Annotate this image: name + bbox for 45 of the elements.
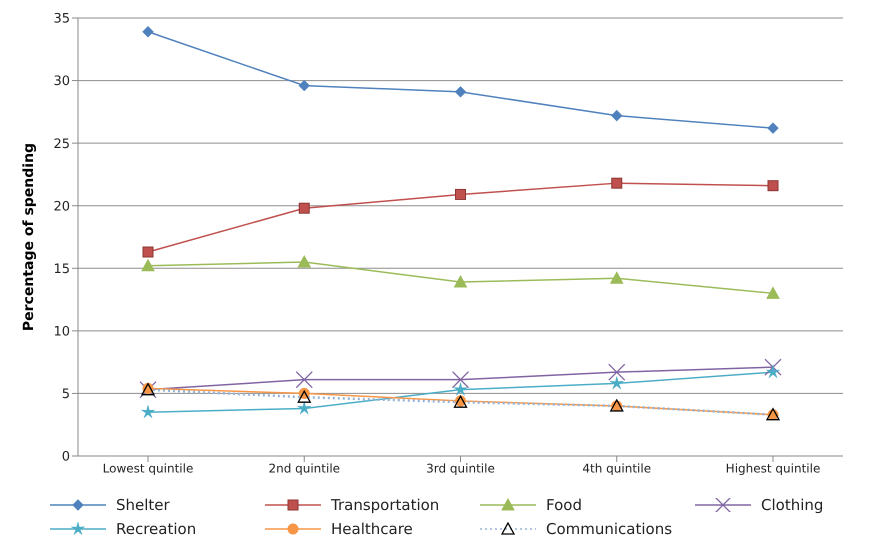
y-tick-label: 5 (62, 387, 70, 402)
y-tick-label: 30 (53, 74, 70, 90)
legend-label: Shelter (116, 496, 170, 514)
y-tick-label: 10 (53, 324, 70, 340)
legend-label: Food (546, 496, 582, 514)
y-tick-label: 15 (53, 262, 70, 277)
x-tick-label: 2nd quintile (268, 462, 340, 476)
point (768, 122, 778, 134)
point (766, 286, 780, 299)
point (608, 364, 626, 381)
point (764, 358, 782, 376)
legend-label: Transportation (331, 496, 440, 514)
point (297, 401, 312, 414)
point (454, 276, 467, 288)
legend-label: Communications (546, 520, 672, 538)
point (454, 382, 468, 396)
point (455, 188, 466, 200)
point (610, 272, 624, 284)
point (142, 26, 154, 38)
point (768, 180, 778, 192)
x-tick-label: Highest quintile (726, 462, 820, 476)
legend-label: Healthcare (331, 520, 413, 538)
point (452, 371, 470, 388)
point (611, 110, 622, 122)
point (455, 86, 466, 98)
x-tick-label: 4th quintile (582, 462, 652, 476)
x-tick-label: 3rd quintile (426, 462, 495, 476)
point (611, 178, 622, 189)
point (298, 256, 311, 268)
y-tick-label: 20 (53, 199, 70, 214)
point (296, 371, 313, 388)
x-tick-label: Lowest quintile (102, 462, 194, 476)
y-axis-title: Percentage of spending (20, 142, 37, 332)
y-tick-label: 25 (53, 136, 70, 152)
point (298, 202, 310, 214)
point (298, 80, 310, 92)
point (142, 246, 154, 258)
legend-label: Recreation (116, 520, 196, 538)
y-tick-label: 0 (62, 450, 70, 465)
legend-label: Clothing (761, 496, 824, 514)
point (141, 404, 155, 418)
point (610, 376, 624, 390)
point (142, 259, 154, 272)
point (766, 364, 780, 378)
y-tick-label: 35 (53, 12, 70, 27)
